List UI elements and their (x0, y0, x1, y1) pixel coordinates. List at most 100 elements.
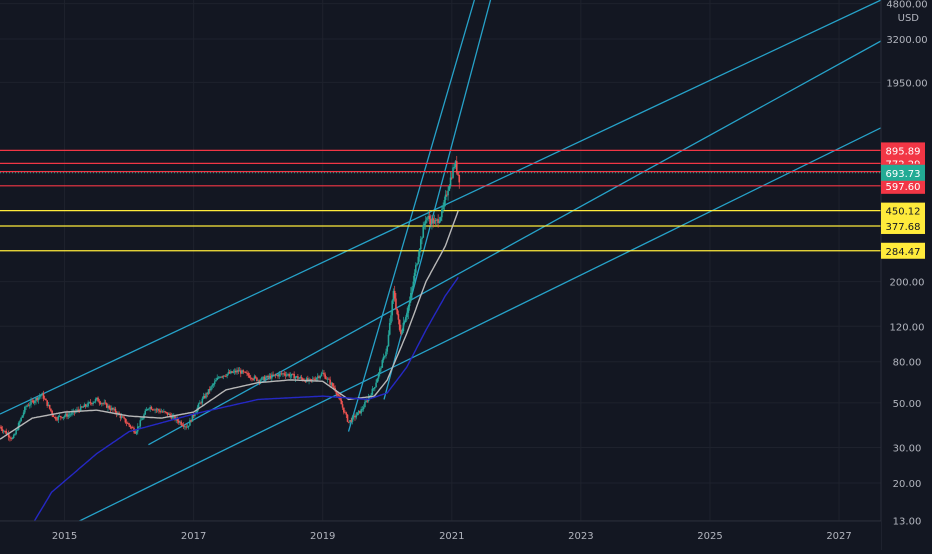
candle-body (132, 427, 134, 428)
candle-body (290, 376, 292, 377)
candle-body (399, 320, 401, 330)
candle-body (125, 418, 127, 422)
candle-body (215, 380, 217, 381)
candle-body (14, 434, 16, 435)
candle-body (251, 378, 253, 379)
candle-body (138, 426, 140, 427)
candle-body (420, 239, 422, 249)
candle-body (421, 238, 423, 239)
candle-body (182, 425, 184, 426)
candle-body (25, 406, 27, 407)
candle-body (22, 415, 24, 417)
candle-body (385, 352, 387, 356)
candle-body (370, 395, 372, 396)
candle-body (362, 409, 364, 410)
candle-body (82, 407, 84, 408)
candle-body (395, 298, 397, 308)
candle-body (136, 431, 138, 433)
candle-body (457, 172, 459, 175)
candle-body (202, 399, 204, 403)
candle-body (413, 282, 415, 288)
candle-body (144, 411, 146, 415)
candle-body (378, 373, 380, 379)
candle-body (379, 369, 381, 373)
candle-body (34, 401, 36, 403)
candle-body (261, 377, 263, 380)
candle-body (441, 209, 443, 217)
candle-body (23, 412, 25, 415)
candle-body (9, 437, 11, 438)
candle-body (283, 373, 285, 374)
candle-body (141, 420, 143, 421)
currency-label: USD (898, 13, 920, 24)
candle-body (429, 216, 431, 219)
candle-body (449, 186, 451, 191)
y-tick-label: 1950.00 (886, 78, 927, 89)
candle-body (341, 400, 343, 404)
y-tick-label: 50.00 (893, 399, 922, 410)
candle-body (64, 416, 66, 417)
candle-body (396, 309, 398, 314)
candle-body (130, 425, 132, 427)
candle-body (301, 377, 303, 378)
candle-body (357, 412, 359, 415)
candle-body (28, 406, 30, 407)
candle-body (452, 168, 454, 178)
candle-body (164, 411, 166, 412)
candle-body (409, 301, 411, 306)
candle-body (398, 314, 400, 320)
candle-body (60, 416, 62, 417)
candle-body (20, 418, 22, 421)
candle-body (249, 375, 251, 377)
candle-body (70, 414, 72, 415)
candle-body (422, 226, 424, 238)
candle-body (391, 301, 393, 316)
candle-body (55, 417, 57, 419)
candle-body (390, 315, 392, 323)
candle-body (17, 430, 19, 431)
candle-body (338, 395, 340, 396)
candle-body (97, 398, 99, 402)
candle-body (86, 406, 88, 407)
candle-body (373, 388, 375, 389)
candle-body (323, 373, 325, 375)
candle-body (225, 376, 227, 377)
candle-body (380, 368, 382, 369)
candle-body (40, 395, 42, 396)
candle-body (198, 404, 200, 408)
candle-body (169, 414, 171, 416)
candle-body (324, 374, 326, 378)
candle-body (347, 415, 349, 422)
candle-body (245, 372, 247, 373)
candle-body (403, 323, 405, 331)
candle-body (38, 397, 40, 400)
candle-body (364, 402, 366, 407)
x-tick-label: 2017 (181, 531, 206, 542)
candle-body (321, 373, 323, 376)
candle-body (450, 178, 452, 186)
candle-body (342, 404, 344, 407)
candle-body (337, 394, 339, 395)
candle-body (95, 399, 97, 401)
candle-body (343, 408, 345, 413)
y-tick-label: 30.00 (893, 444, 922, 455)
candle-body (389, 323, 391, 335)
candle-body (219, 377, 221, 378)
candle-body (381, 360, 383, 368)
candle-body (87, 403, 89, 407)
candle-body (439, 221, 441, 223)
candle-body (247, 373, 249, 375)
candle-body (377, 379, 379, 383)
candle-body (383, 357, 385, 360)
candle-body (453, 167, 455, 168)
candle-body (39, 396, 41, 397)
candle-body (19, 421, 21, 423)
candle-body (298, 378, 300, 379)
x-tick-label: 2027 (826, 531, 851, 542)
candle-body (45, 399, 47, 401)
candle-body (406, 313, 408, 317)
candle-body (444, 200, 446, 207)
candle-body (94, 402, 96, 403)
candle-body (188, 426, 190, 427)
